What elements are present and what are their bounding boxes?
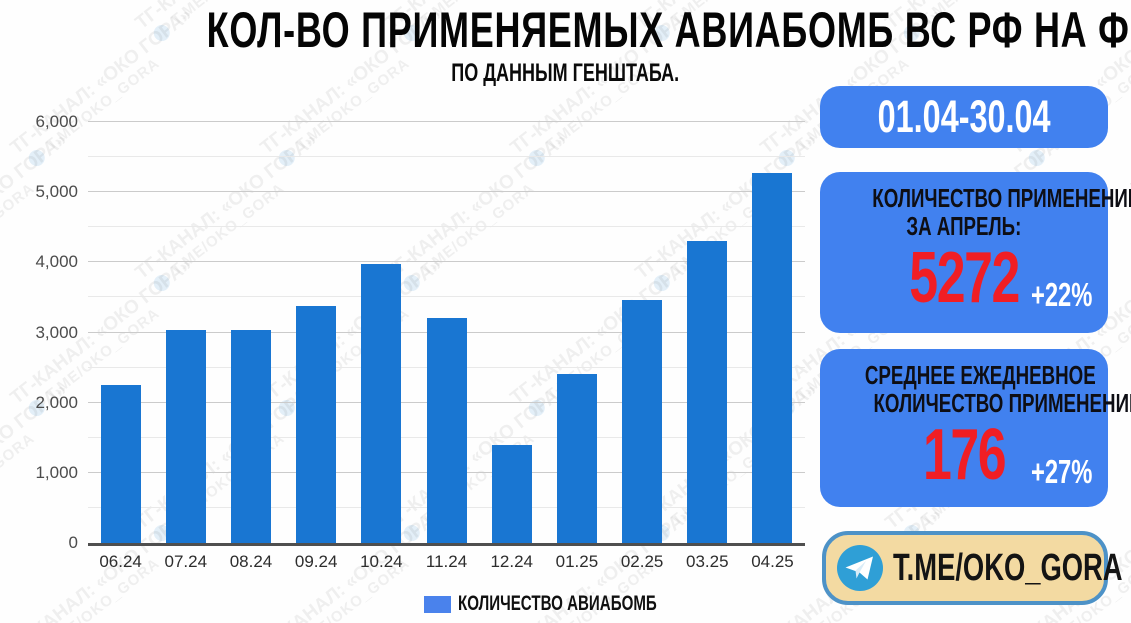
bar-03.25 [687, 241, 728, 543]
x-tick-label: 10.24 [360, 552, 403, 571]
telegram-badge[interactable]: T.ME/OKO_GORA [822, 531, 1123, 605]
x-tick-label: 06.24 [99, 552, 142, 571]
bar-slot [675, 122, 740, 543]
bar-slot [349, 122, 414, 543]
x-tick-label: 03.25 [686, 552, 729, 571]
y-tick-label: 5,000 [35, 182, 78, 202]
bar-06.24 [100, 385, 141, 543]
x-tick-label: 04.25 [751, 552, 794, 571]
daily-stat-box: СРЕДНЕЕ ЕЖЕДНЕВНОЕ КОЛИЧЕСТВО ПРИМЕНЕНИЙ… [820, 349, 1131, 507]
gridline [88, 261, 805, 263]
date-range-box: 01.04-30.04 [820, 86, 1108, 148]
y-tick-label: 6,000 [35, 112, 78, 131]
legend-label: КОЛИЧЕСТВО АВИАБОМБ [458, 592, 657, 615]
bar-02.25 [622, 300, 663, 543]
bar-slot [414, 122, 479, 543]
bar-04.25 [752, 173, 793, 543]
bar-11.24 [426, 318, 467, 543]
gridline [88, 156, 805, 158]
bar-chart-plot [88, 121, 805, 546]
bar-08.24 [230, 329, 271, 543]
daily-heading-line2: КОЛИЧЕСТВО ПРИМЕНЕНИЙ: [873, 388, 1131, 418]
monthly-heading-line1: КОЛИЧЕСТВО ПРИМЕНЕНИЙ [872, 183, 1131, 213]
chart-legend: КОЛИЧЕСТВО АВИАБОМБ [424, 592, 734, 616]
legend-swatch [424, 595, 451, 613]
bar-10.24 [361, 263, 402, 543]
x-tick-label: 08.24 [229, 552, 273, 571]
y-tick-label: 0 [68, 533, 78, 552]
y-axis-labels: 0 1,000 2,000 3,000 4,000 5,000 6,000 [0, 112, 78, 552]
date-range-text: 01.04-30.04 [877, 91, 1051, 142]
bar-07.24 [165, 330, 206, 543]
bar-01.25 [556, 373, 597, 543]
monthly-heading-line2: ЗА АПРЕЛЬ: [906, 211, 1022, 241]
bar-slot [88, 122, 153, 543]
bar-slot [544, 122, 609, 543]
page-subtitle: ПО ДАННЫМ ГЕНШТАБА. [0, 60, 1131, 86]
bar-09.24 [296, 305, 337, 543]
bar-slot [284, 122, 349, 543]
x-tick-label: 09.24 [294, 552, 338, 571]
page-title: КОЛ-ВО ПРИМЕНЯЕМЫХ АВИАБОМБ ВС РФ НА ФРО… [0, 2, 1131, 58]
page-subtitle-text: ПО ДАННЫМ ГЕНШТАБА. [451, 59, 680, 87]
telegram-icon [837, 545, 883, 591]
page-title-text: КОЛ-ВО ПРИМЕНЯЕМЫХ АВИАБОМБ ВС РФ НА ФРО… [206, 2, 1131, 58]
bar-12.24 [491, 445, 532, 543]
x-tick-label: 07.24 [164, 552, 208, 571]
x-tick-label: 12.24 [490, 552, 533, 571]
monthly-delta: +22% [1030, 276, 1093, 313]
bar-slot [218, 122, 283, 543]
monthly-stat-box: КОЛИЧЕСТВО ПРИМЕНЕНИЙ ЗА АПРЕЛЬ: 5272 +2… [820, 172, 1131, 333]
gridline [88, 121, 805, 122]
bar-slot [610, 122, 675, 543]
gridline [88, 296, 805, 298]
bar-slot [740, 122, 805, 543]
y-tick-label: 3,000 [35, 322, 78, 342]
x-tick-label: 01.25 [555, 552, 599, 571]
x-tick-label: 02.25 [620, 552, 664, 571]
watermark-telegram-dot [1025, 146, 1048, 170]
daily-delta: +27% [1030, 453, 1093, 490]
bars-container [88, 122, 805, 543]
gridline [88, 226, 805, 228]
telegram-badge-label: T.ME/OKO_GORA [893, 546, 1123, 589]
y-tick-label: 4,000 [35, 252, 78, 272]
daily-value: 176 [922, 415, 1007, 495]
y-tick-label: 1,000 [35, 462, 78, 482]
daily-heading-line1: СРЕДНЕЕ ЕЖЕДНЕВНОЕ [864, 360, 1096, 390]
x-tick-label: 11.24 [425, 552, 468, 571]
y-tick-label: 2,000 [35, 392, 78, 412]
x-axis-labels: 06.24 07.24 08.24 09.24 10.24 11.24 12.24 01.25… [88, 552, 805, 572]
bar-slot [153, 122, 218, 543]
monthly-value: 5272 [909, 238, 1020, 318]
monthly-value-row: 5272 +22% [820, 240, 1108, 318]
gridline [88, 191, 805, 193]
bar-slot [479, 122, 544, 543]
daily-value-row: 176 +27% [820, 417, 1108, 495]
